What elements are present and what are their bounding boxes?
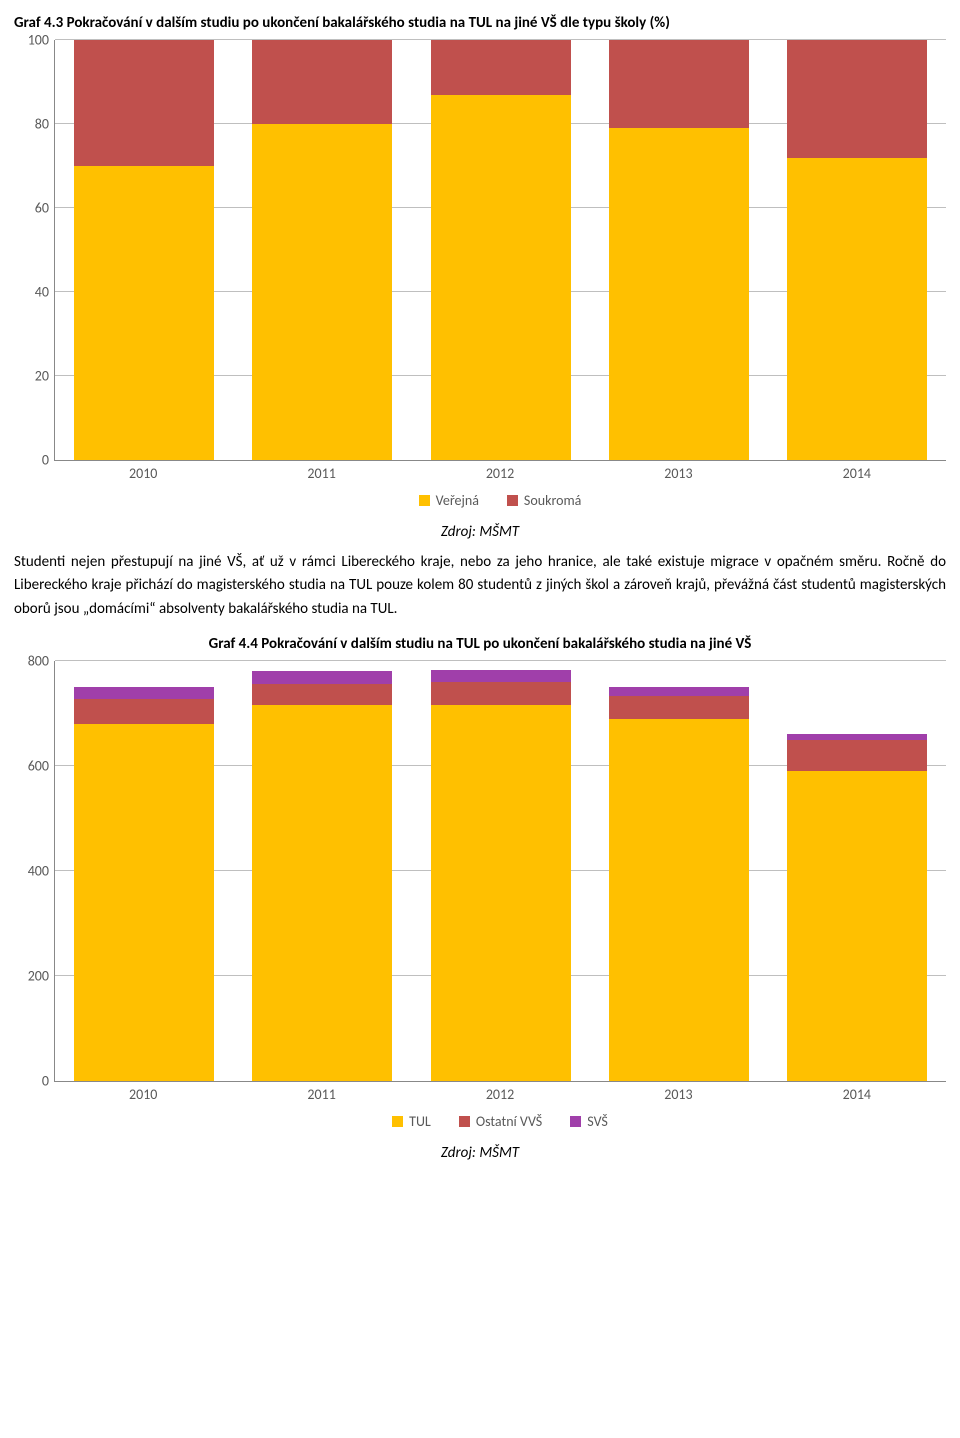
- bar-segment: [609, 128, 749, 460]
- chart1-xlabels: 20102011201220132014: [54, 465, 946, 482]
- ytick-label: 60: [35, 200, 49, 217]
- ytick-label: 40: [35, 284, 49, 301]
- xtick-label: 2012: [411, 1086, 589, 1103]
- bar-segment: [609, 687, 749, 696]
- chart1-plot: 020406080100: [54, 40, 946, 461]
- ytick-label: 200: [28, 967, 49, 984]
- chart2-xlabels: 20102011201220132014: [54, 1086, 946, 1103]
- bar-segment: [252, 124, 392, 460]
- bar-slot: [55, 661, 233, 1081]
- ytick-label: 0: [42, 1072, 49, 1089]
- bar-segment: [431, 705, 571, 1080]
- bar-segment: [431, 40, 571, 95]
- bar-segment: [609, 696, 749, 718]
- bar-segment: [252, 705, 392, 1080]
- bar-stack: [74, 661, 214, 1081]
- legend-item: Soukromá: [507, 492, 581, 509]
- legend-swatch: [570, 1116, 581, 1127]
- bar-segment: [252, 40, 392, 124]
- bar-segment: [787, 740, 927, 772]
- bar-segment: [74, 724, 214, 1081]
- legend-swatch: [507, 495, 518, 506]
- bar-stack: [787, 40, 927, 460]
- ytick-label: 600: [28, 757, 49, 774]
- bar-segment: [74, 699, 214, 724]
- legend-swatch: [419, 495, 430, 506]
- ytick-label: 0: [42, 452, 49, 469]
- bar-segment: [431, 670, 571, 682]
- chart2-source: Zdroj: MŠMT: [14, 1144, 946, 1162]
- xtick-label: 2013: [589, 465, 767, 482]
- bar-segment: [431, 95, 571, 460]
- xtick-label: 2014: [768, 465, 946, 482]
- bar-segment: [252, 684, 392, 705]
- bars-container: [55, 40, 946, 460]
- legend-label: Veřejná: [436, 492, 479, 509]
- bars-container: [55, 661, 946, 1081]
- bar-stack: [787, 661, 927, 1081]
- xtick-label: 2010: [54, 465, 232, 482]
- legend-item: TUL: [392, 1113, 431, 1130]
- chart2-legend: TUL Ostatní VVŠ SVŠ: [54, 1113, 946, 1130]
- bar-segment: [787, 771, 927, 1081]
- ytick-label: 400: [28, 862, 49, 879]
- bar-slot: [55, 40, 233, 460]
- bar-stack: [609, 40, 749, 460]
- ytick-label: 800: [28, 652, 49, 669]
- bar-segment: [74, 687, 214, 699]
- ytick-label: 100: [28, 32, 49, 49]
- bar-slot: [590, 661, 768, 1081]
- xtick-label: 2013: [589, 1086, 767, 1103]
- bar-segment: [787, 40, 927, 158]
- bar-stack: [74, 40, 214, 460]
- chart1-title: Graf 4.3 Pokračování v dalším studiu po …: [14, 14, 946, 32]
- body-paragraph: Studenti nejen přestupují na jiné VŠ, ať…: [14, 551, 946, 621]
- ytick-label: 20: [35, 368, 49, 385]
- bar-segment: [431, 682, 571, 706]
- ytick-label: 80: [35, 116, 49, 133]
- legend-item: Ostatní VVŠ: [459, 1113, 542, 1130]
- legend-label: Ostatní VVŠ: [476, 1113, 542, 1130]
- bar-stack: [252, 40, 392, 460]
- bar-slot: [411, 661, 589, 1081]
- bar-stack: [609, 661, 749, 1081]
- bar-stack: [252, 661, 392, 1081]
- chart2-title: Graf 4.4 Pokračování v dalším studiu na …: [14, 635, 946, 653]
- xtick-label: 2010: [54, 1086, 232, 1103]
- legend-label: TUL: [409, 1113, 431, 1130]
- xtick-label: 2011: [232, 1086, 410, 1103]
- xtick-label: 2014: [768, 1086, 946, 1103]
- chart2: 0200400600800 20102011201220132014 TUL Os…: [54, 661, 946, 1130]
- chart1-legend: Veřejná Soukromá: [54, 492, 946, 509]
- legend-label: Soukromá: [524, 492, 581, 509]
- legend-swatch: [459, 1116, 470, 1127]
- xtick-label: 2012: [411, 465, 589, 482]
- bar-slot: [768, 661, 946, 1081]
- chart1-source: Zdroj: MŠMT: [14, 523, 946, 541]
- bar-segment: [609, 40, 749, 128]
- legend-label: SVŠ: [587, 1113, 608, 1130]
- bar-segment: [252, 671, 392, 684]
- bar-slot: [233, 40, 411, 460]
- legend-swatch: [392, 1116, 403, 1127]
- chart1: 020406080100 20102011201220132014 Veřejn…: [54, 40, 946, 509]
- bar-segment: [74, 166, 214, 460]
- bar-stack: [431, 661, 571, 1081]
- bar-stack: [431, 40, 571, 460]
- chart2-plot: 0200400600800: [54, 661, 946, 1082]
- bar-slot: [768, 40, 946, 460]
- bar-segment: [787, 158, 927, 460]
- bar-segment: [609, 719, 749, 1081]
- legend-item: SVŠ: [570, 1113, 608, 1130]
- bar-slot: [590, 40, 768, 460]
- bar-slot: [411, 40, 589, 460]
- bar-segment: [74, 40, 214, 166]
- legend-item: Veřejná: [419, 492, 479, 509]
- bar-slot: [233, 661, 411, 1081]
- xtick-label: 2011: [232, 465, 410, 482]
